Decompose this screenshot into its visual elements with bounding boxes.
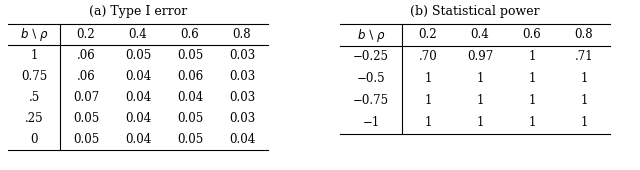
Text: 1: 1 xyxy=(476,95,484,107)
Text: 0.04: 0.04 xyxy=(229,133,255,146)
Text: 0.8: 0.8 xyxy=(233,28,252,41)
Text: 0.04: 0.04 xyxy=(177,91,203,104)
Text: 0.03: 0.03 xyxy=(229,70,255,83)
Text: −0.75: −0.75 xyxy=(353,95,389,107)
Text: 0.04: 0.04 xyxy=(125,112,151,125)
Text: 1: 1 xyxy=(580,116,588,130)
Text: 1: 1 xyxy=(424,95,432,107)
Text: 0.8: 0.8 xyxy=(575,29,593,41)
Text: 1: 1 xyxy=(424,72,432,86)
Text: 0.75: 0.75 xyxy=(21,70,47,83)
Text: −0.5: −0.5 xyxy=(356,72,385,86)
Text: 1: 1 xyxy=(528,116,536,130)
Text: (a) Type I error: (a) Type I error xyxy=(89,4,187,18)
Text: 0.03: 0.03 xyxy=(229,49,255,62)
Text: 1: 1 xyxy=(580,72,588,86)
Text: 0.04: 0.04 xyxy=(125,133,151,146)
Text: .71: .71 xyxy=(575,50,593,64)
Text: $b\setminus\rho$: $b\setminus\rho$ xyxy=(20,26,49,43)
Text: 0.05: 0.05 xyxy=(177,133,203,146)
Text: .06: .06 xyxy=(77,49,95,62)
Text: 1: 1 xyxy=(424,116,432,130)
Text: (b) Statistical power: (b) Statistical power xyxy=(410,4,540,18)
Text: 0.97: 0.97 xyxy=(467,50,493,64)
Text: 1: 1 xyxy=(476,116,484,130)
Text: 0.6: 0.6 xyxy=(180,28,200,41)
Text: 0.05: 0.05 xyxy=(73,112,99,125)
Text: 0.05: 0.05 xyxy=(177,112,203,125)
Text: 1: 1 xyxy=(528,72,536,86)
Text: 0.4: 0.4 xyxy=(129,28,147,41)
Text: 0.04: 0.04 xyxy=(125,91,151,104)
Text: 1: 1 xyxy=(528,50,536,64)
Text: 1: 1 xyxy=(580,95,588,107)
Text: 0: 0 xyxy=(30,133,38,146)
Text: .5: .5 xyxy=(28,91,40,104)
Text: 0.6: 0.6 xyxy=(523,29,541,41)
Text: 0.05: 0.05 xyxy=(73,133,99,146)
Text: 0.4: 0.4 xyxy=(470,29,490,41)
Text: 1: 1 xyxy=(476,72,484,86)
Text: 0.04: 0.04 xyxy=(125,70,151,83)
Text: $b\setminus\rho$: $b\setminus\rho$ xyxy=(356,27,385,44)
Text: 0.2: 0.2 xyxy=(419,29,437,41)
Text: −0.25: −0.25 xyxy=(353,50,389,64)
Text: 0.2: 0.2 xyxy=(77,28,95,41)
Text: 0.05: 0.05 xyxy=(125,49,151,62)
Text: 0.07: 0.07 xyxy=(73,91,99,104)
Text: .25: .25 xyxy=(25,112,44,125)
Text: 1: 1 xyxy=(528,95,536,107)
Text: .06: .06 xyxy=(77,70,95,83)
Text: 0.05: 0.05 xyxy=(177,49,203,62)
Text: 1: 1 xyxy=(30,49,38,62)
Text: −1: −1 xyxy=(362,116,380,130)
Text: .70: .70 xyxy=(419,50,437,64)
Text: 0.03: 0.03 xyxy=(229,91,255,104)
Text: 0.03: 0.03 xyxy=(229,112,255,125)
Text: 0.06: 0.06 xyxy=(177,70,203,83)
